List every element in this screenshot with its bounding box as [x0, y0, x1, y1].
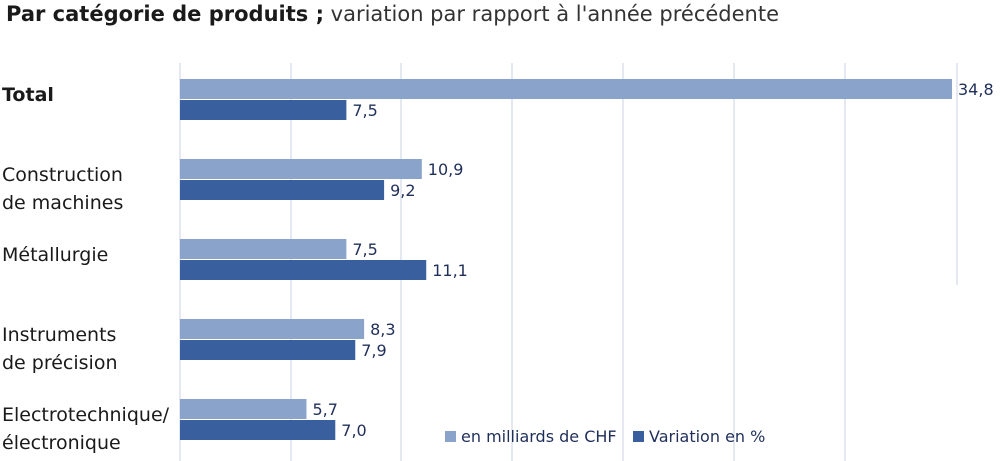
bar-chf [180, 159, 422, 179]
bar-chf [180, 239, 347, 259]
legend-label: en milliards de CHF [461, 427, 617, 446]
data-label: 11,1 [432, 261, 468, 280]
category-label: Total [2, 84, 54, 106]
bar-chf [180, 399, 307, 419]
category-label: Electrotechnique/électronique [2, 404, 170, 454]
data-label: 7,0 [341, 421, 366, 440]
bar-percent [180, 180, 385, 200]
category-label: Construction de machines [2, 164, 123, 214]
bar-percent [180, 100, 347, 120]
category-label: Métallurgie [2, 244, 108, 266]
legend-swatch [445, 431, 456, 442]
bar-percent [180, 420, 336, 440]
bar-percent [180, 340, 356, 360]
chart-title-subtitle: variation par rapport à l'année précéden… [323, 2, 779, 26]
data-label: 34,8 [958, 80, 994, 99]
data-label: 9,2 [390, 181, 415, 200]
category-label: Instruments de précision [2, 324, 118, 374]
legend-swatch [633, 431, 644, 442]
legend-label: Variation en % [649, 427, 765, 446]
chart-title: Par catégorie de produits ; variation pa… [6, 2, 779, 26]
bar-percent [180, 260, 427, 280]
data-label: 7,5 [352, 101, 377, 120]
chart-title-main: Par catégorie de produits ; [6, 2, 324, 26]
data-label: 5,7 [312, 400, 337, 419]
data-label: 7,9 [361, 341, 386, 360]
bar-chf [180, 79, 952, 99]
data-label: 8,3 [370, 320, 395, 339]
data-label: 10,9 [428, 160, 464, 179]
bar-chf [180, 319, 365, 339]
data-label: 7,5 [352, 240, 377, 259]
